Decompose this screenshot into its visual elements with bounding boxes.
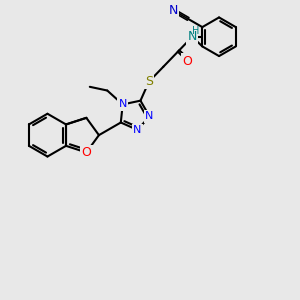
Text: H: H — [192, 26, 200, 36]
Text: O: O — [81, 146, 91, 159]
Text: N: N — [169, 4, 178, 17]
Text: S: S — [145, 75, 153, 88]
Text: N: N — [188, 30, 197, 43]
Text: N: N — [118, 99, 127, 110]
Text: O: O — [182, 55, 192, 68]
Text: N: N — [146, 111, 154, 122]
Text: N: N — [133, 125, 142, 135]
